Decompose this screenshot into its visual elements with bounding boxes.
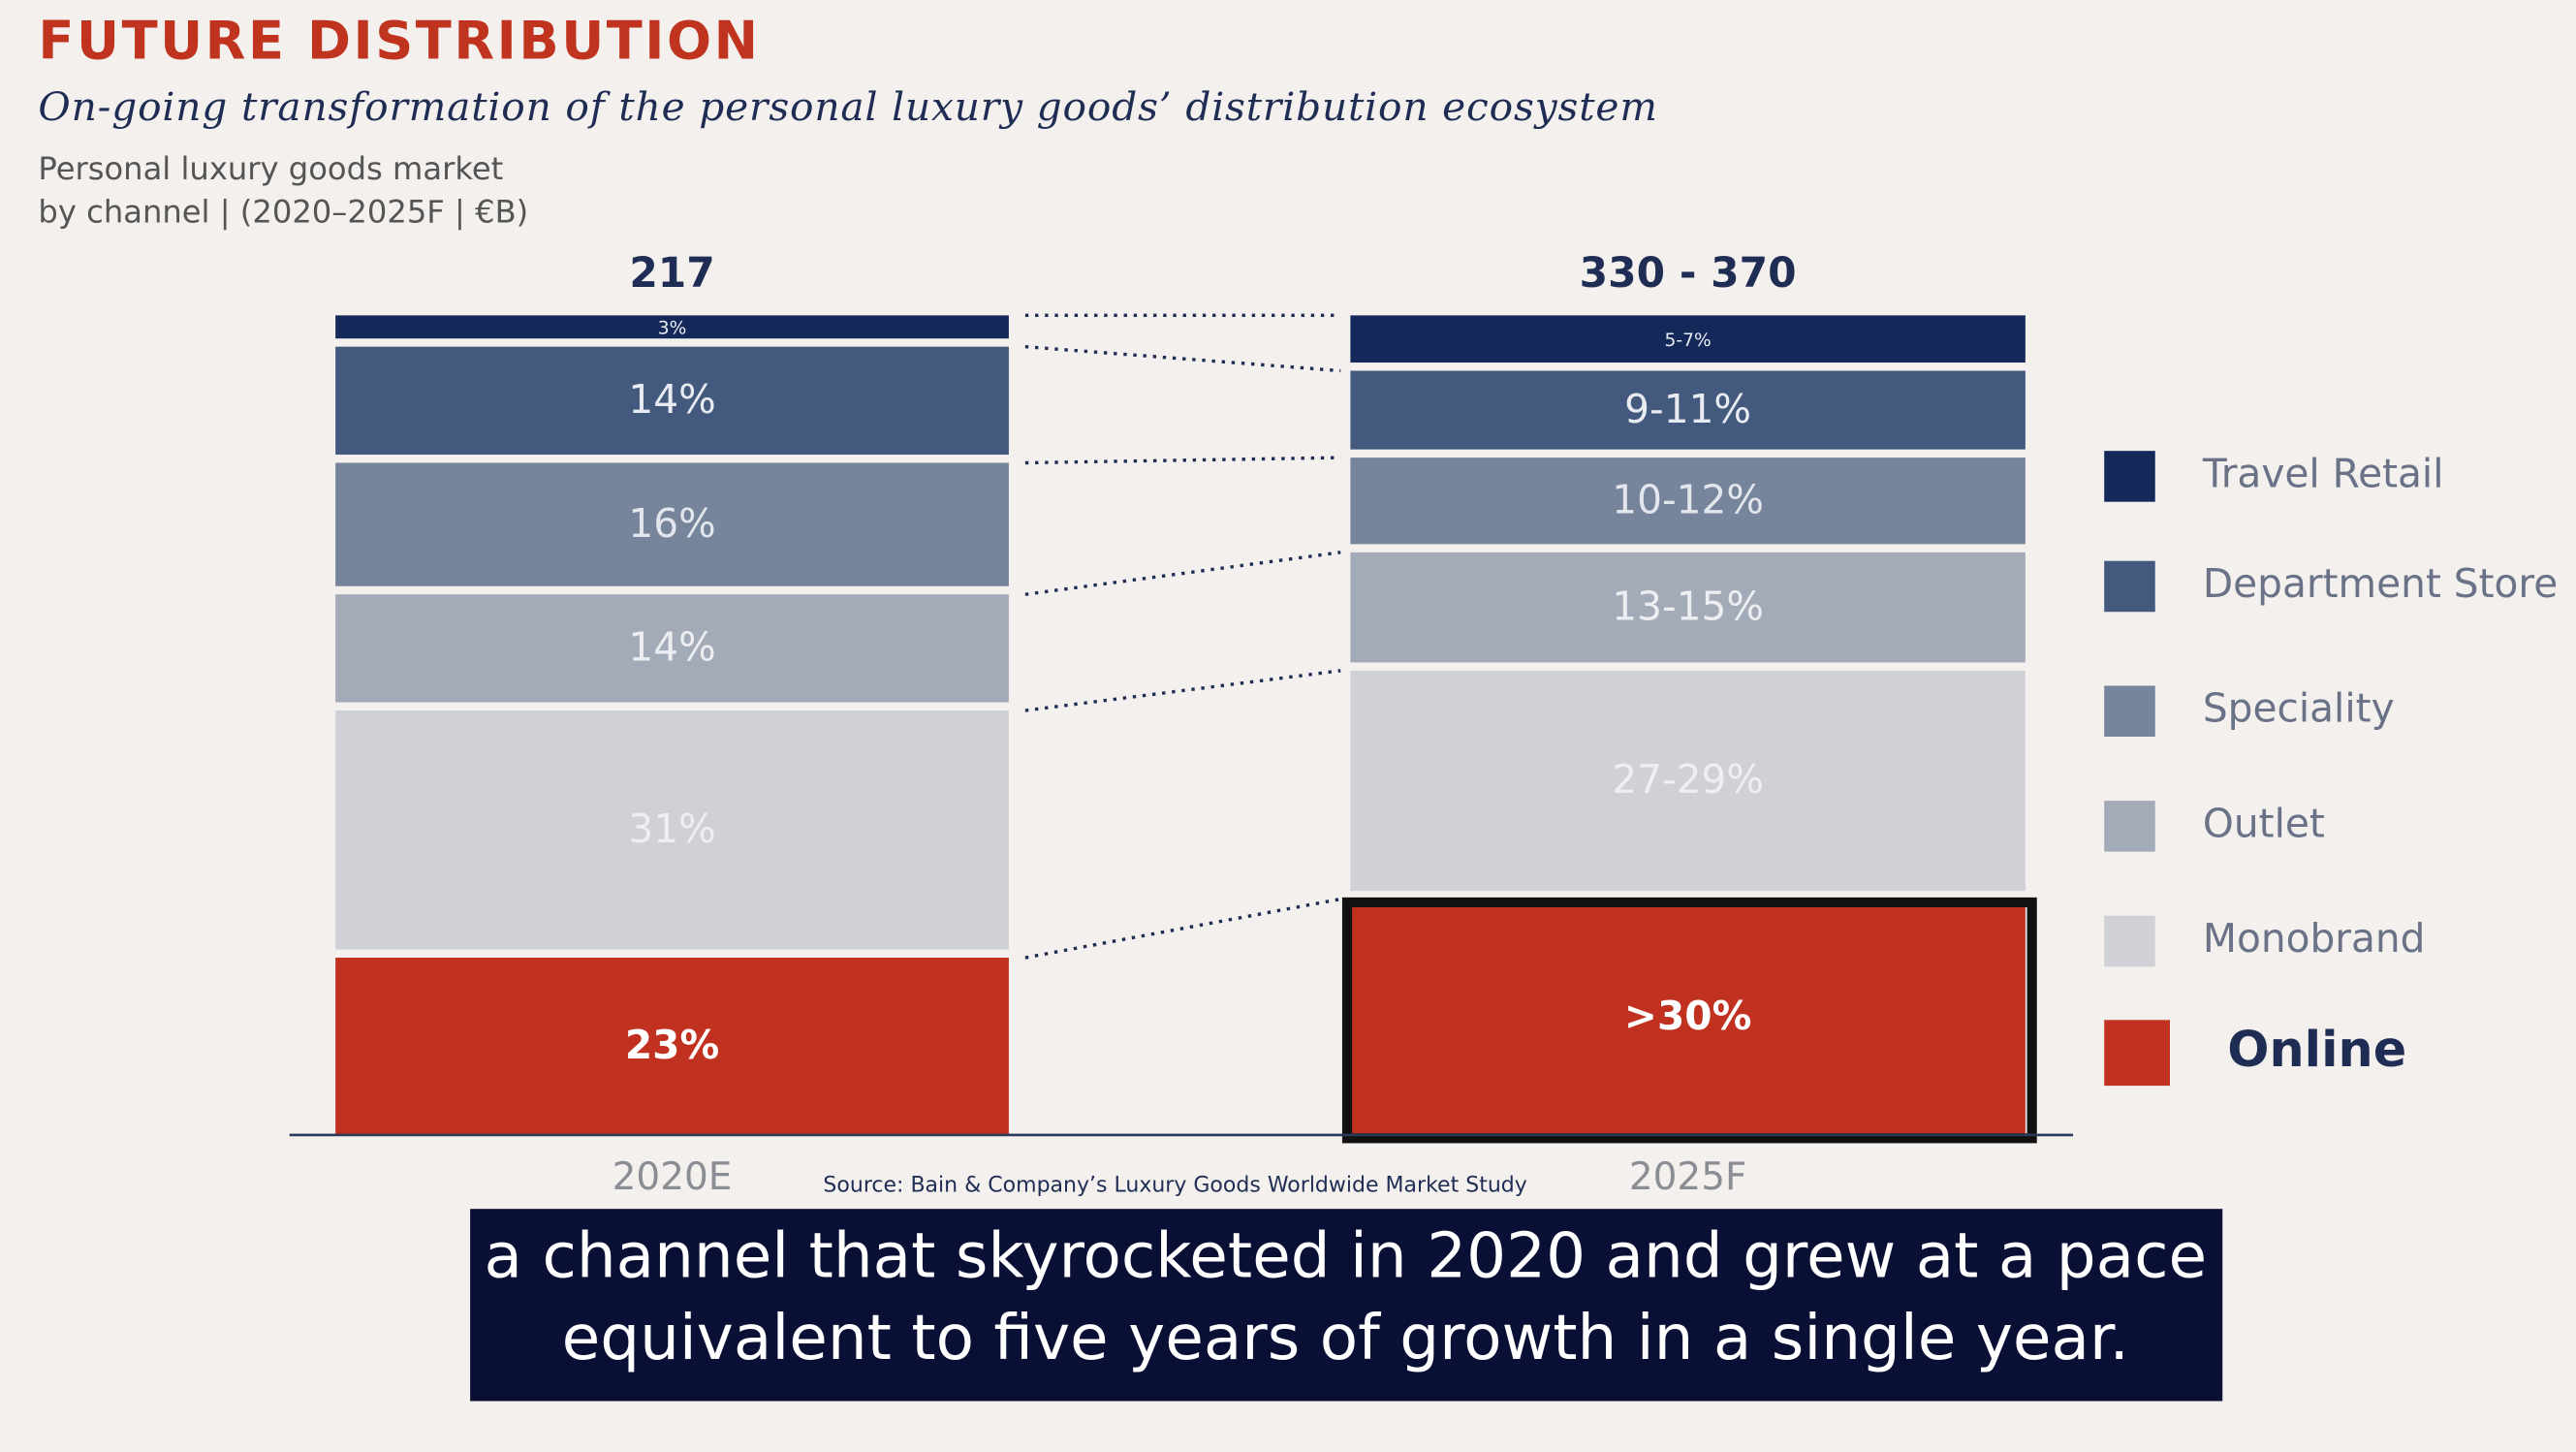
bar-segment <box>335 958 1009 1135</box>
value-label: 14% <box>628 624 715 671</box>
bar-segment <box>335 462 1009 586</box>
value-label: 5-7% <box>1665 331 1712 351</box>
x-tick-label: 2025F <box>1629 1155 1747 1199</box>
value-label: >30% <box>1624 993 1751 1039</box>
legend-swatch <box>2104 1020 2170 1087</box>
value-label: 3% <box>658 318 687 338</box>
bar-segment <box>335 346 1009 456</box>
bar-segment <box>335 710 1009 950</box>
value-label: 14% <box>628 376 715 423</box>
connector <box>1024 551 1341 596</box>
caption: equivalent to five years of growth in a … <box>562 1302 2129 1374</box>
total-label: 330 - 370 <box>1580 249 1797 297</box>
description: Personal luxury goods market <box>38 150 503 187</box>
legend-label: Outlet <box>2203 800 2325 846</box>
caption-box <box>470 1209 2223 1402</box>
value-label: 16% <box>628 500 715 547</box>
legend-swatch <box>2104 685 2155 738</box>
legend-swatch <box>2104 915 2155 967</box>
caption: a channel that skyrocketed in 2020 and g… <box>485 1219 2208 1292</box>
description: by channel | (2020–2025F | €B) <box>38 193 528 230</box>
legend-label: Speciality <box>2203 685 2395 732</box>
bar-segment <box>335 315 1009 339</box>
title: FUTURE DISTRIBUTION <box>38 10 760 71</box>
legend-label: Monobrand <box>2203 915 2426 962</box>
bar-segment <box>1350 899 2026 1135</box>
legend-label: Online <box>2227 1021 2406 1078</box>
bar-segment <box>1350 552 2026 663</box>
source: Source: Bain & Company’s Luxury Goods Wo… <box>823 1173 1526 1197</box>
value-label: 9-11% <box>1624 386 1751 432</box>
x-tick-label: 2020E <box>613 1155 733 1199</box>
connector <box>1024 344 1341 373</box>
connector <box>1024 456 1341 465</box>
value-label: 27-29% <box>1612 756 1764 803</box>
bar-segment <box>1350 670 2026 892</box>
value-label: 23% <box>625 1022 719 1068</box>
legend-swatch <box>2104 560 2155 613</box>
bar-segment <box>1350 370 2026 450</box>
legend-swatch <box>2104 451 2155 502</box>
value-label: 31% <box>628 805 715 852</box>
total-label: 217 <box>629 249 714 297</box>
bar-segment <box>335 594 1009 703</box>
legend-label: Travel Retail <box>2202 450 2444 496</box>
legend-swatch <box>2104 801 2155 852</box>
chart: 23% 31% 14% 16% 14% 3% 217 2020E >30% 27-29% 13-15… <box>335 249 2558 1199</box>
connector <box>1024 897 1341 960</box>
subtitle: On-going transformation of the personal … <box>38 83 1657 130</box>
legend-label: Department Store <box>2203 560 2558 607</box>
value-label: 10-12% <box>1612 476 1764 522</box>
bar-segment <box>1350 315 2026 363</box>
value-label: 13-15% <box>1612 583 1764 629</box>
connectors <box>1024 313 1341 960</box>
bar-segment <box>1350 458 2026 545</box>
connector <box>1024 669 1341 712</box>
highlight-box <box>1341 897 2037 1144</box>
